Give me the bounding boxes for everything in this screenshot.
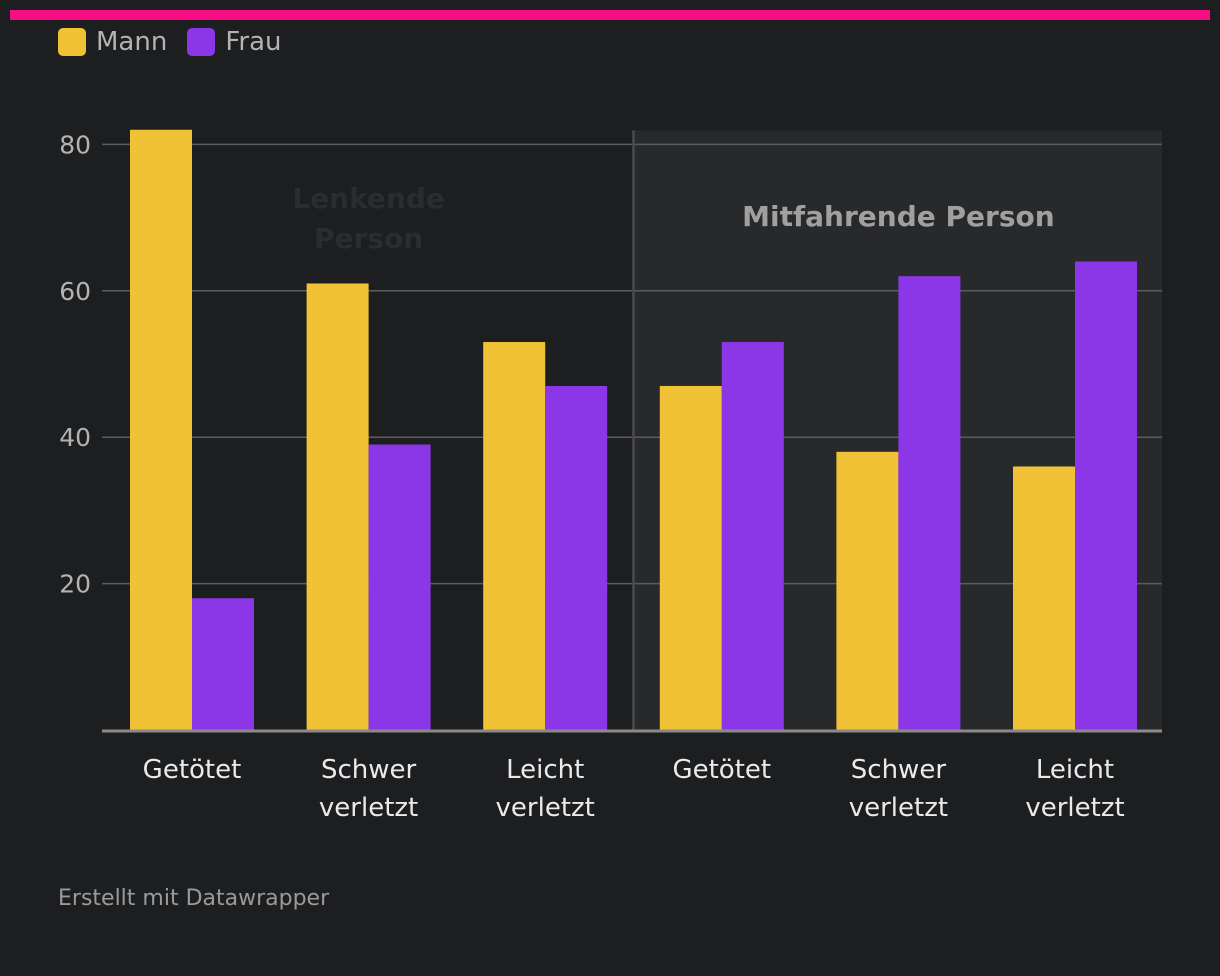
- footer-credit[interactable]: Erstellt mit Datawrapper: [58, 886, 330, 911]
- bar-mann-6[interactable]: [1013, 466, 1075, 730]
- y-tick-label-80: 80: [59, 130, 91, 159]
- bar-frau-5[interactable]: [898, 276, 961, 730]
- legend-item-mann[interactable]: Mann: [58, 27, 167, 57]
- category-label-6-line-2: verletzt: [1025, 793, 1124, 823]
- group-label-mitfahrende: Mitfahrende Person: [742, 200, 1055, 233]
- group-label-lenkende-line-1: Lenkende: [292, 182, 445, 215]
- category-label-5-line-2: verletzt: [849, 793, 948, 823]
- bar-frau-2[interactable]: [368, 444, 431, 730]
- legend-swatch-frau: [187, 28, 216, 56]
- y-tick-label-60: 60: [59, 277, 91, 306]
- accent-bar: [10, 10, 1210, 20]
- bar-mann-4[interactable]: [659, 385, 722, 730]
- category-label-5-line-1: Schwer: [851, 755, 947, 785]
- category-label-3-line-2: verletzt: [496, 793, 595, 823]
- bar-frau-6[interactable]: [1075, 261, 1137, 730]
- category-label-3-line-1: Leicht: [506, 755, 584, 785]
- legend-label-frau: Frau: [225, 27, 282, 57]
- bar-frau-1[interactable]: [192, 598, 254, 730]
- category-label-4-line-1: Getötet: [672, 755, 771, 785]
- group-label-lenkende-line-2: Person: [314, 222, 423, 255]
- legend-swatch-mann: [58, 28, 86, 56]
- y-tick-label-40: 40: [59, 423, 91, 452]
- bar-frau-3[interactable]: [545, 385, 608, 730]
- legend-item-frau[interactable]: Frau: [187, 27, 282, 57]
- category-label-2-line-1: Schwer: [321, 755, 417, 785]
- category-label-6-line-1: Leicht: [1036, 755, 1114, 785]
- y-tick-label-20: 20: [59, 570, 91, 599]
- legend: Mann Frau: [58, 27, 282, 57]
- category-label-1-line-1: Getötet: [143, 755, 242, 785]
- bar-mann-1[interactable]: [130, 129, 192, 730]
- legend-label-mann: Mann: [96, 27, 168, 57]
- bar-frau-4[interactable]: [721, 342, 784, 730]
- category-label-2-line-2: verletzt: [319, 793, 418, 823]
- bar-mann-2[interactable]: [306, 283, 369, 730]
- bar-mann-5[interactable]: [836, 451, 899, 730]
- bar-mann-3[interactable]: [483, 342, 546, 730]
